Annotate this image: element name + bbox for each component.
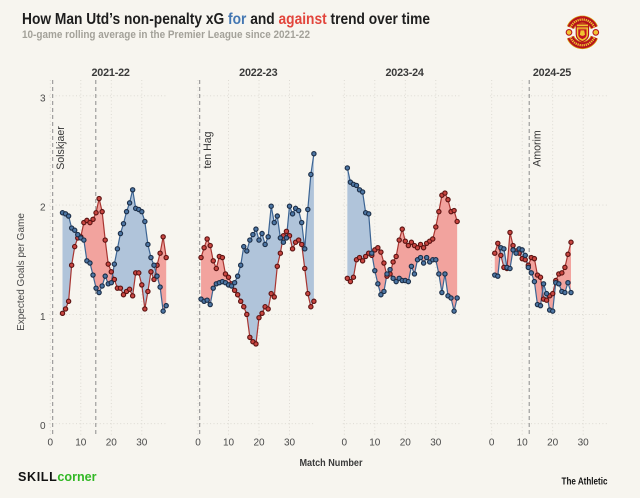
- svg-text:10: 10: [517, 438, 529, 449]
- svg-text:20: 20: [400, 438, 412, 449]
- svg-text:10-game rolling average in the: 10-game rolling average in the Premier L…: [22, 29, 310, 41]
- svg-text:30: 30: [284, 438, 296, 449]
- svg-text:10: 10: [223, 438, 235, 449]
- svg-text:SKILLcorner: SKILLcorner: [18, 470, 97, 484]
- svg-text:Match Number: Match Number: [300, 458, 363, 469]
- svg-text:30: 30: [578, 438, 590, 449]
- svg-text:20: 20: [253, 438, 265, 449]
- svg-text:Solskjaer: Solskjaer: [55, 126, 67, 170]
- svg-text:0: 0: [342, 438, 348, 449]
- svg-text:30: 30: [430, 438, 442, 449]
- svg-text:2024-25: 2024-25: [533, 67, 571, 79]
- svg-text:How Man Utd’s non-penalty xG f: How Man Utd’s non-penalty xG for and aga…: [22, 11, 430, 28]
- svg-text:30: 30: [136, 438, 148, 449]
- svg-text:ten Hag: ten Hag: [202, 131, 214, 168]
- svg-text:Amorim: Amorim: [532, 130, 544, 167]
- svg-text:0: 0: [195, 438, 201, 449]
- svg-text:1: 1: [40, 312, 46, 323]
- svg-text:2: 2: [40, 203, 46, 214]
- svg-text:20: 20: [106, 438, 118, 449]
- svg-text:3: 3: [40, 93, 46, 104]
- svg-text:2021-22: 2021-22: [91, 67, 129, 79]
- svg-text:0: 0: [489, 438, 495, 449]
- svg-text:Expected Goals per Game: Expected Goals per Game: [16, 213, 27, 331]
- svg-text:0: 0: [40, 421, 46, 432]
- svg-text:2023-24: 2023-24: [385, 67, 423, 79]
- svg-text:10: 10: [75, 438, 87, 449]
- svg-text:The Athletic: The Athletic: [562, 477, 608, 488]
- svg-text:20: 20: [547, 438, 559, 449]
- svg-text:2022-23: 2022-23: [239, 67, 277, 79]
- svg-text:0: 0: [48, 438, 54, 449]
- svg-text:10: 10: [369, 438, 381, 449]
